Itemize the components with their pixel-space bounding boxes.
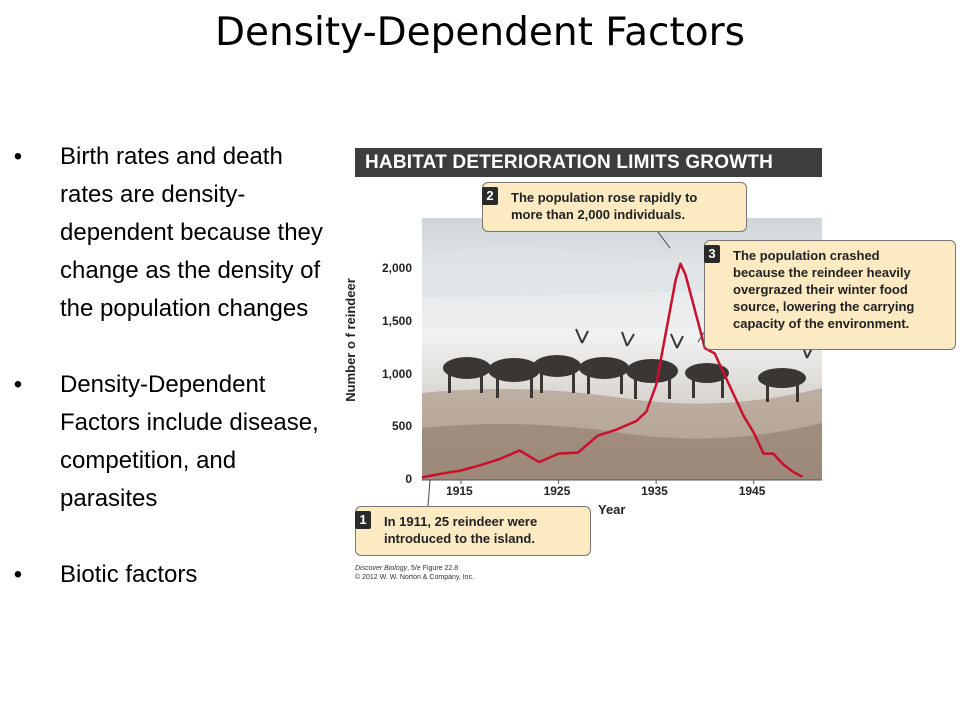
bullet-list: • Birth rates and death rates are densit… — [8, 138, 338, 632]
credit-book: Discover Biology — [355, 565, 408, 572]
bullet-glyph: • — [13, 371, 23, 398]
figure-credit: Discover Biology, 5/e Figure 22.8 © 2012… — [355, 564, 474, 582]
figure-banner: HABITAT DETERIORATION LIMITS GROWTH — [355, 148, 822, 177]
callout-text: The population rose rapidly to more than… — [511, 190, 698, 222]
population-chart — [421, 262, 822, 484]
callout-2: 2 The population rose rapidly to more th… — [482, 182, 747, 232]
credit-copyright: © 2012 W. W. Norton & Company, Inc. — [355, 574, 475, 581]
y-tick-label: 1,000 — [381, 366, 412, 381]
bullet-text: Biotic factors — [60, 561, 198, 588]
x-axis-label: Year — [598, 502, 626, 517]
callout-number: 1 — [355, 511, 371, 529]
x-tick-label: 1945 — [738, 484, 766, 498]
callout-number: 2 — [482, 187, 498, 205]
reindeer-figure: HABITAT DETERIORATION LIMITS GROWTH — [340, 140, 960, 600]
x-tick-label: 1915 — [446, 484, 473, 498]
y-tick-label: 2,000 — [381, 261, 412, 276]
reindeer-population-line — [421, 262, 804, 479]
callout-text: In 1911, 25 reindeer were introduced to … — [384, 514, 538, 546]
callout-text: The population crashed because the reind… — [733, 248, 915, 331]
bullet-glyph: • — [13, 561, 23, 588]
reindeer-photo — [422, 218, 822, 480]
slide-title: Density-Dependent Factors — [214, 10, 745, 55]
callout-1: 1 In 1911, 25 reindeer were introduced t… — [355, 506, 591, 556]
x-tick-label: 1925 — [543, 484, 571, 498]
bullet-text: Density-Dependent Factors include diseas… — [60, 371, 319, 512]
x-tick-label: 1935 — [641, 484, 668, 498]
bullet-glyph: • — [13, 143, 23, 170]
bullet-item: • Birth rates and death rates are densit… — [8, 138, 338, 328]
y-tick-label: 500 — [391, 419, 412, 434]
callout-3: 3 The population crashed because the rei… — [704, 240, 956, 350]
callout-number: 3 — [704, 245, 720, 263]
bullet-item: • Biotic factors — [8, 556, 338, 594]
credit-figure: , 5/e Figure 22.8 — [407, 565, 459, 572]
bullet-text: Birth rates and death rates are density-… — [60, 143, 323, 322]
y-tick-label: 1,500 — [381, 313, 412, 328]
bullet-item: • Density-Dependent Factors include dise… — [8, 366, 338, 518]
y-tick-label: 0 — [405, 472, 412, 486]
